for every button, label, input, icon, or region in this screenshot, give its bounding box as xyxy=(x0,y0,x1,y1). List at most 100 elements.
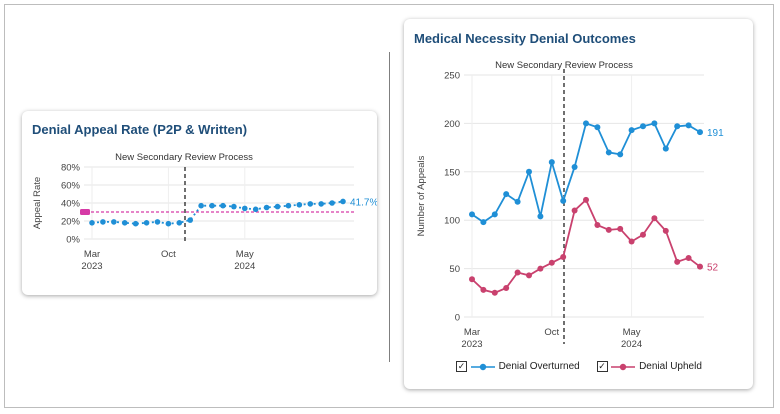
end-value-label: 52 xyxy=(707,263,719,274)
legend-item-overturned[interactable]: ✓ Denial Overturned xyxy=(456,361,583,372)
x-tick-label: Oct xyxy=(161,249,176,260)
data-point xyxy=(526,272,532,279)
y-tick-label: 150 xyxy=(444,167,460,178)
data-point xyxy=(560,197,567,204)
data-point xyxy=(165,220,172,227)
data-point xyxy=(651,120,658,127)
x-tick-label: May xyxy=(623,327,641,338)
baseline-marker xyxy=(80,209,90,215)
legend-swatch-overturned xyxy=(470,363,495,370)
data-point xyxy=(685,254,692,261)
data-point xyxy=(651,215,658,222)
data-point xyxy=(674,123,681,130)
data-point xyxy=(491,289,498,296)
panel-divider xyxy=(389,52,390,362)
legend-swatch-upheld xyxy=(611,363,636,370)
data-point xyxy=(662,145,669,152)
y-tick-label: 60% xyxy=(61,181,81,192)
y-tick-label: 50 xyxy=(449,264,460,275)
data-point xyxy=(220,202,226,209)
data-point xyxy=(100,219,106,225)
data-point xyxy=(252,206,259,213)
data-point xyxy=(296,202,303,208)
data-point xyxy=(176,220,183,226)
data-point xyxy=(491,211,498,218)
x-tick-label: Mar xyxy=(84,249,100,260)
data-point xyxy=(537,265,544,272)
data-point xyxy=(628,127,635,134)
series-line-0 xyxy=(471,122,701,224)
data-point xyxy=(89,220,95,226)
intervention-annotation: New Secondary Review Process xyxy=(495,60,633,71)
x-tick-year: 2024 xyxy=(621,339,642,350)
data-point xyxy=(231,203,237,210)
data-point xyxy=(537,213,544,220)
data-point xyxy=(697,263,703,270)
y-axis-title: Number of Appeals xyxy=(416,155,427,236)
data-point xyxy=(594,124,601,131)
legend-item-upheld[interactable]: ✓ Denial Upheld xyxy=(596,361,702,373)
data-point xyxy=(198,202,204,209)
x-tick-label: Oct xyxy=(544,327,559,338)
data-point xyxy=(469,211,475,218)
data-point xyxy=(307,201,314,207)
data-point xyxy=(583,120,589,127)
data-point xyxy=(640,231,646,238)
data-point xyxy=(274,203,281,210)
data-point xyxy=(209,202,215,209)
legend-label-overturned: Denial Overturned xyxy=(498,361,580,373)
data-point xyxy=(617,225,624,232)
data-point xyxy=(640,123,646,130)
x-tick-year: 2024 xyxy=(234,261,255,272)
data-point xyxy=(594,222,601,229)
y-tick-label: 0% xyxy=(66,235,80,246)
data-point xyxy=(605,149,612,156)
data-point xyxy=(340,198,346,205)
data-point xyxy=(514,198,521,205)
legend-label-upheld: Denial Upheld xyxy=(639,361,702,373)
y-tick-label: 20% xyxy=(61,217,81,228)
data-point xyxy=(674,258,681,265)
x-tick-year: 2023 xyxy=(81,261,102,272)
data-point xyxy=(143,220,150,226)
x-tick-year: 2023 xyxy=(461,339,482,350)
y-tick-label: 200 xyxy=(444,119,460,130)
data-point xyxy=(662,227,669,234)
intervention-annotation: New Secondary Review Process xyxy=(115,152,253,163)
denial-outcomes-card: Medical Necessity Denial Outcomes 0 50 100… xyxy=(404,19,753,389)
y-tick-label: 0 xyxy=(455,313,460,324)
legend: ✓ Denial Overturned ✓ Denial Upheld xyxy=(456,361,702,372)
legend-checkbox-overturned[interactable]: ✓ xyxy=(456,361,467,372)
end-value-label: 41.7% xyxy=(350,197,377,208)
legend-checkbox-upheld[interactable]: ✓ xyxy=(596,361,608,372)
x-tick-label: May xyxy=(236,249,254,260)
data-point xyxy=(571,207,578,214)
data-point xyxy=(154,219,161,225)
data-point xyxy=(697,129,703,136)
y-tick-label: 40% xyxy=(61,199,81,210)
y-tick-label: 250 xyxy=(444,71,460,82)
appeal-rate-title: Denial Appeal Rate (P2P & Written) xyxy=(32,122,248,137)
data-point xyxy=(583,196,589,203)
denial-outcomes-title: Medical Necessity Denial Outcomes xyxy=(414,31,636,46)
appeal-rate-card: Denial Appeal Rate (P2P & Written) 0% 20%… xyxy=(22,111,377,295)
y-tick-label: 100 xyxy=(444,216,460,227)
data-point xyxy=(514,269,521,276)
data-point xyxy=(480,219,487,226)
data-point xyxy=(503,191,510,198)
data-point xyxy=(628,238,635,245)
data-point xyxy=(285,202,292,209)
data-point xyxy=(503,284,510,291)
data-point xyxy=(526,168,532,175)
data-point xyxy=(318,201,324,207)
data-point xyxy=(685,122,692,129)
y-axis-title: Appeal Rate xyxy=(32,177,43,229)
data-point xyxy=(187,217,194,223)
data-point xyxy=(111,219,117,225)
data-point xyxy=(263,204,270,211)
data-point xyxy=(617,151,624,158)
data-point xyxy=(571,163,578,170)
end-value-label: 191 xyxy=(707,128,724,139)
data-point xyxy=(548,259,555,266)
